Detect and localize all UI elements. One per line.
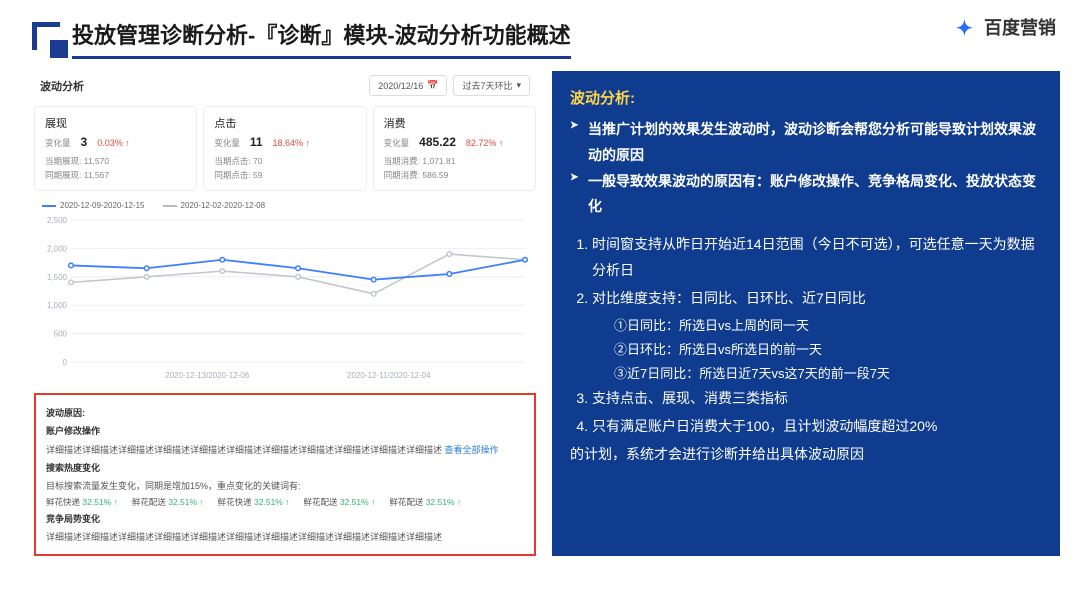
view-all-link[interactable]: 查看全部操作	[445, 445, 499, 455]
svg-text:500: 500	[54, 330, 68, 339]
sub-line: ①日同比：所选日vs上周的同一天	[592, 314, 1044, 338]
reasons-title: 波动原因:	[46, 406, 524, 421]
metric-pct: 0.03% ↑	[97, 138, 130, 148]
metric-card[interactable]: 点击 变化量 11 18.64% ↑ 当期点击: 70 同期点击: 59	[203, 106, 366, 191]
section-search-heat: 搜索热度变化	[46, 461, 524, 476]
svg-text:1,000: 1,000	[47, 301, 68, 310]
legend-previous: 2020-12-02-2020-12-08	[163, 201, 266, 210]
metric-pct: 82.72% ↑	[466, 138, 504, 148]
keyword-item: 鲜花配送 32.51% ↑	[389, 495, 461, 509]
chart-legend: 2020-12-09-2020-12-15 2020-12-02-2020-12…	[34, 197, 536, 214]
metric-card[interactable]: 展现 变化量 3 0.03% ↑ 当期展现: 11,570 同期展现: 11,5…	[34, 106, 197, 191]
numbered-item: 时间窗支持从昨日开始近14日范围（今日不可选），可选任意一天为数据分析日	[592, 232, 1044, 284]
calendar-icon: 📅	[427, 80, 438, 91]
keyword-item: 鲜花快递 32.51% ↑	[46, 495, 118, 509]
date-picker[interactable]: 2020/12/16 📅	[369, 75, 447, 96]
analysis-panel: 波动分析 2020/12/16 📅 过去7天环比 ▾ 展现 变化量 3 0.03…	[34, 71, 536, 556]
keyword-item: 鲜花快递 32.51% ↑	[218, 495, 290, 509]
explainer-head: 波动分析:	[570, 85, 1044, 113]
sub-line: ③近7日同比：所选日近7天vs这7天的前一段7天	[592, 362, 1044, 386]
numbered-list: 时间窗支持从昨日开始近14日范围（今日不可选），可选任意一天为数据分析日对比维度…	[570, 232, 1044, 440]
sub-line: ②日环比：所选日vs所选日的前一天	[592, 338, 1044, 362]
section-competition: 竞争局势变化	[46, 512, 524, 527]
numbered-item: 支持点击、展现、消费三类指标	[592, 386, 1044, 412]
chevron-down-icon: ▾	[516, 80, 521, 91]
right-explainer: 波动分析: 当推广计划的效果发生波动时，波动诊断会帮您分析可能导致计划效果波动的…	[552, 71, 1060, 556]
panel-controls: 2020/12/16 📅 过去7天环比 ▾	[369, 75, 530, 96]
metric-title: 展现	[45, 115, 186, 131]
keyword-item: 鲜花配送 32.51% ↑	[132, 495, 204, 509]
bullet-list: 当推广计划的效果发生波动时，波动诊断会帮您分析可能导致计划效果波动的原因一般导致…	[570, 117, 1044, 221]
compare-select[interactable]: 过去7天环比 ▾	[453, 75, 530, 96]
svg-text:2,000: 2,000	[47, 245, 68, 254]
bullet-item: 当推广计划的效果发生波动时，波动诊断会帮您分析可能导致计划效果波动的原因	[570, 117, 1044, 169]
metric-title: 点击	[214, 115, 355, 131]
legend-current: 2020-12-09-2020-12-15	[42, 201, 145, 210]
logo-text: 百度营销	[984, 14, 1056, 40]
numbered-item: 对比维度支持：日同比、日环比、近7日同比	[592, 286, 1044, 312]
reasons-box: 波动原因: 账户修改操作 详细描述详细描述详细描述详细描述详细描述详细描述详细描…	[34, 393, 536, 556]
content-wrap: 波动分析 2020/12/16 📅 过去7天环比 ▾ 展现 变化量 3 0.03…	[0, 71, 1080, 572]
title-ornament	[32, 22, 60, 50]
section-search-desc: 目标搜索流量发生变化，同期是增加15%，重点变化的关键词有:	[46, 479, 524, 494]
numbered-item: 只有满足账户日消费大于100，且计划波动幅度超过20%	[592, 414, 1044, 440]
compare-value: 过去7天环比	[462, 79, 512, 92]
metric-pct: 18.64% ↑	[273, 138, 311, 148]
keyword-row: 鲜花快递 32.51% ↑ 鲜花配送 32.51% ↑ 鲜花快递 32.51% ↑ 鲜…	[46, 495, 524, 509]
metric-title: 消费	[384, 115, 525, 131]
panel-head: 波动分析 2020/12/16 📅 过去7天环比 ▾	[34, 71, 536, 100]
panel-title: 波动分析	[40, 78, 84, 94]
slide-title: 投放管理诊断分析-『诊断』模块-波动分析功能概述	[72, 18, 571, 59]
logo-icon	[956, 16, 978, 38]
metric-card[interactable]: 消费 变化量 485.22 82.72% ↑ 当期消费: 1,071.81 同期…	[373, 106, 536, 191]
date-value: 2020/12/16	[378, 81, 423, 91]
keyword-item: 鲜花配送 32.51% ↑	[303, 495, 375, 509]
section-account-desc: 详细描述详细描述详细描述详细描述详细描述详细描述详细描述详细描述详细描述详细描述…	[46, 443, 524, 458]
line-chart: 0 500 1,000 1,500 2,000 2,500 2020-12-13/2020-…	[34, 214, 536, 384]
tail-line: 的计划，系统才会进行诊断并给出具体波动原因	[570, 442, 1044, 468]
left-screenshot: 波动分析 2020/12/16 📅 过去7天环比 ▾ 展现 变化量 3 0.03…	[34, 71, 536, 556]
svg-text:2020-12-11/2020-12-04: 2020-12-11/2020-12-04	[347, 371, 431, 380]
svg-text:1,500: 1,500	[47, 273, 68, 282]
metric-row: 展现 变化量 3 0.03% ↑ 当期展现: 11,570 同期展现: 11,5…	[34, 100, 536, 197]
section-account-mod: 账户修改操作	[46, 424, 524, 439]
svg-text:2,500: 2,500	[47, 216, 68, 225]
section-competition-desc: 详细描述详细描述详细描述详细描述详细描述详细描述详细描述详细描述详细描述详细描述…	[46, 530, 524, 545]
slide-header: 投放管理诊断分析-『诊断』模块-波动分析功能概述 百度营销	[0, 0, 1080, 71]
bullet-item: 一般导致效果波动的原因有：账户修改操作、竞争格局变化、投放状态变化	[570, 169, 1044, 221]
brand-logo: 百度营销	[956, 14, 1056, 40]
svg-text:0: 0	[63, 358, 68, 367]
svg-text:2020-12-13/2020-12-06: 2020-12-13/2020-12-06	[165, 371, 250, 380]
